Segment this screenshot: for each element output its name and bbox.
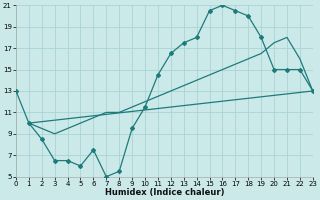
X-axis label: Humidex (Indice chaleur): Humidex (Indice chaleur) xyxy=(105,188,224,197)
